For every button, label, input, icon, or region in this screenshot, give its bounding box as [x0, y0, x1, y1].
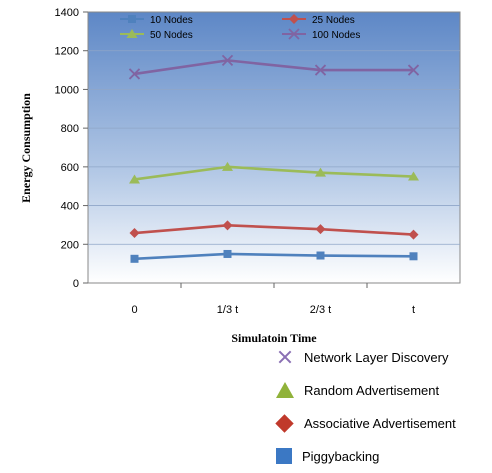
- series-layer: [128, 54, 420, 263]
- legend-item: 50 Nodes: [120, 29, 193, 41]
- series-50-nodes: [129, 161, 419, 184]
- data-point: [128, 68, 141, 80]
- y-tick-label: 1400: [55, 7, 79, 19]
- external-legend-label: Network Layer Discovery: [304, 349, 449, 365]
- legend-marker: [128, 15, 136, 23]
- series-line: [134, 252, 414, 261]
- external-legend-item-associative-advertisement: Associative Advertisement: [275, 412, 456, 434]
- legend-marker: [288, 28, 300, 40]
- line-chart: 0 200 400 600 800 1000 1200 1400 0 1/3 t 2/3 t t 10…: [19, 7, 461, 345]
- y-tick-label: 800: [61, 123, 79, 135]
- legend-marker: [126, 29, 138, 38]
- legend-item: 10 Nodes: [120, 15, 193, 26]
- y-tick-label: 0: [73, 278, 79, 290]
- series-25-nodes: [129, 220, 419, 240]
- legend-label: 25 Nodes: [312, 15, 355, 26]
- legend-label: 100 Nodes: [312, 30, 360, 41]
- data-point: [222, 220, 233, 231]
- y-tick-label: 200: [61, 239, 79, 251]
- legend-label: 50 Nodes: [150, 30, 193, 41]
- x-icon: [276, 348, 294, 366]
- x-tick-label: 1/3 t: [217, 304, 238, 316]
- data-point: [130, 254, 139, 263]
- y-tick-label: 600: [61, 162, 79, 174]
- external-legend-label: Associative Advertisement: [304, 415, 456, 431]
- external-legend-label: Random Advertisement: [304, 382, 440, 398]
- data-point: [129, 228, 140, 239]
- y-tick-label: 1200: [55, 46, 79, 58]
- data-point: [315, 167, 326, 177]
- series-100-nodes: [128, 54, 420, 80]
- external-legend-label: Piggybacking: [302, 448, 380, 464]
- x-axis-label: Simulatoin Time: [231, 331, 317, 345]
- series-line: [134, 59, 414, 76]
- data-point: [223, 249, 232, 258]
- triangle-icon: [276, 382, 294, 398]
- data-point: [221, 54, 234, 67]
- external-legend-item-random-advertisement: Random Advertisement: [276, 379, 439, 401]
- data-point: [314, 64, 327, 76]
- series-10-nodes: [130, 249, 418, 263]
- gridlines: [88, 50, 460, 245]
- plot-area: [87, 11, 461, 284]
- legend-marker: [289, 14, 299, 24]
- external-legend-item-network-layer-discovery: Network Layer Discovery: [276, 346, 449, 368]
- data-point: [407, 64, 420, 76]
- x-tick-label: t: [412, 304, 415, 316]
- series-line: [134, 165, 414, 181]
- series-line: [134, 224, 414, 236]
- data-point: [409, 252, 418, 261]
- external-legend-item-piggybacking: Piggybacking: [276, 445, 379, 467]
- data-point: [222, 161, 233, 171]
- data-point: [315, 224, 326, 235]
- y-tick-label: 1000: [55, 84, 79, 96]
- data-point: [408, 171, 419, 181]
- diamond-icon: [275, 413, 294, 433]
- data-point: [129, 174, 140, 184]
- y-axis-label: Energy Consumption: [19, 93, 33, 203]
- chart-legend: 10 Nodes 25 Nodes 50 Nodes 100 Nodes: [120, 14, 360, 41]
- axes: 0 200 400 600 800 1000 1200 1400 0 1/3 t 2/3 t t: [55, 7, 416, 316]
- legend-item: 25 Nodes: [282, 14, 355, 26]
- y-tick-label: 400: [61, 201, 79, 213]
- legend-item: 100 Nodes: [282, 28, 360, 41]
- legend-label: 10 Nodes: [150, 15, 193, 26]
- x-tick-label: 2/3 t: [310, 304, 331, 316]
- data-point: [316, 251, 325, 260]
- x-tick-label: 0: [131, 304, 137, 316]
- square-icon: [276, 448, 292, 464]
- data-point: [408, 229, 419, 240]
